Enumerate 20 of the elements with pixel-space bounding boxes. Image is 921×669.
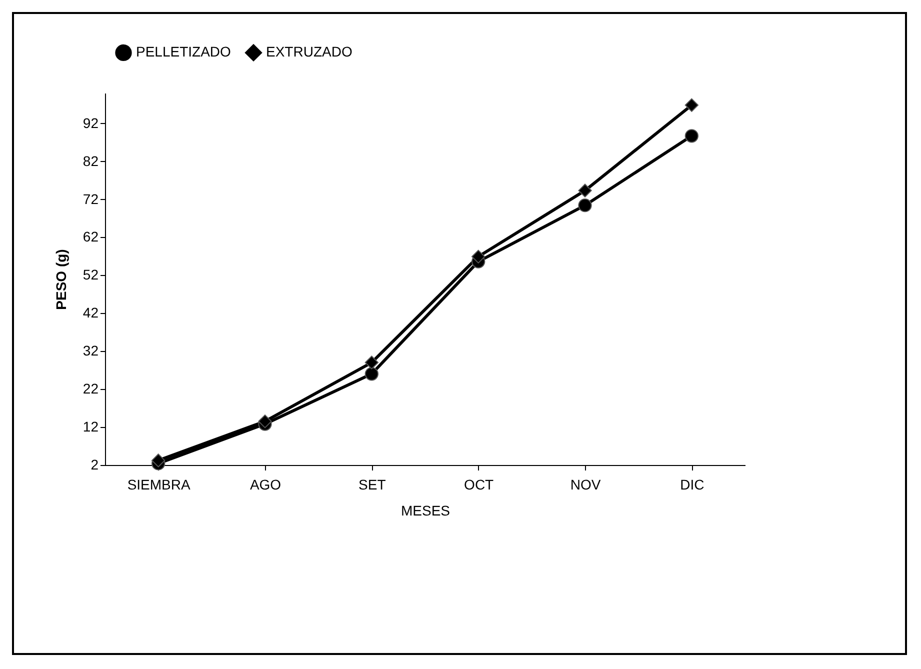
y-tick-label: 52 <box>82 266 99 283</box>
x-tick-label: OCT <box>464 476 494 492</box>
y-tick-label: 22 <box>82 380 99 397</box>
y-axis-title: PESO (g) <box>52 249 69 310</box>
x-tick-label: SET <box>358 476 386 492</box>
y-tick-label: 62 <box>82 228 99 245</box>
y-tick-label: 12 <box>82 418 99 435</box>
x-tick-label: DIC <box>680 476 704 492</box>
y-tick-label: 32 <box>82 342 99 359</box>
y-tick-label: 82 <box>82 152 99 169</box>
y-tick-label: 42 <box>82 304 99 321</box>
x-tick-label: AGO <box>250 476 282 492</box>
x-axis-title: MESES <box>400 502 450 518</box>
y-tick-label: 92 <box>82 114 99 131</box>
legend-label: PELLETIZADO <box>136 44 232 60</box>
legend-label: EXTRUZADO <box>266 44 352 60</box>
y-tick-label: 2 <box>90 456 99 472</box>
y-tick-label: 72 <box>82 190 99 207</box>
x-tick-label: SIEMBRA <box>127 476 191 492</box>
x-tick-label: NOV <box>570 476 602 492</box>
